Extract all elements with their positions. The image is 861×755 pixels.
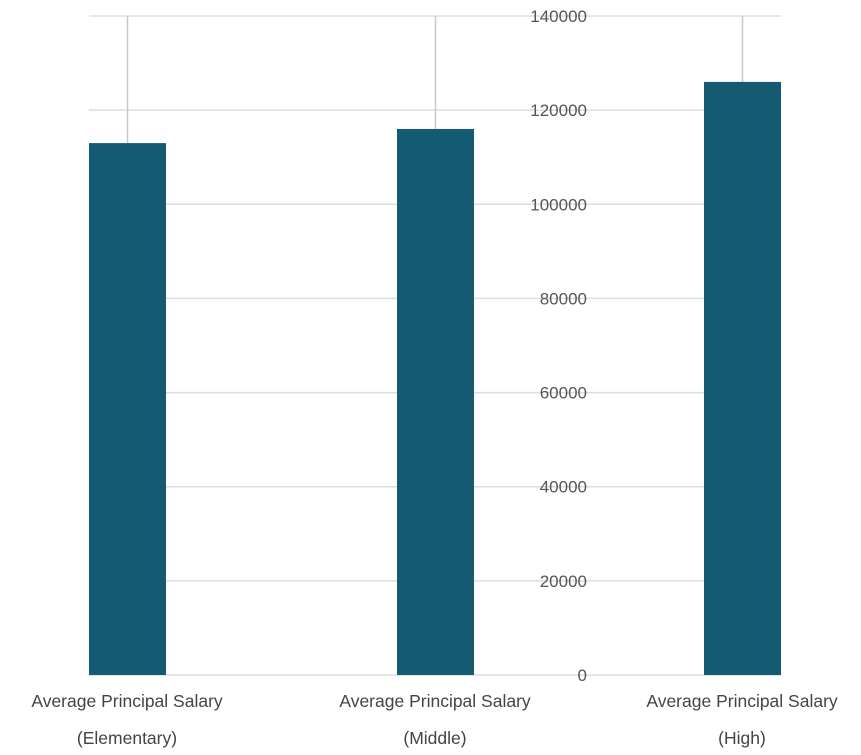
x-category-label: (Elementary) [77, 728, 177, 748]
y-tick-label: 140000 [530, 7, 587, 26]
y-tick-label: 20000 [540, 572, 587, 591]
bar [397, 128, 474, 675]
error-bars [126, 16, 744, 144]
bar [704, 81, 781, 675]
y-tick-label: 120000 [530, 101, 587, 120]
y-tick-label: 80000 [540, 289, 587, 308]
x-category-label: (High) [718, 728, 766, 748]
bars [89, 81, 781, 676]
x-category-label: Average Principal Salary [646, 691, 838, 711]
y-tick-label: 100000 [530, 195, 587, 214]
x-category-label: Average Principal Salary [31, 691, 223, 711]
y-tick-label: 60000 [540, 384, 587, 403]
x-category-label: (Middle) [403, 728, 466, 748]
y-tick-label: 0 [578, 666, 587, 685]
y-axis-ticks: 0 20000 40000 60000 80000 100000 120000 140000 [530, 7, 587, 685]
x-axis-categories: Average Principal Salary (Elementary) Aver… [31, 691, 838, 748]
x-category-label: Average Principal Salary [339, 691, 531, 711]
y-tick-label: 40000 [540, 478, 587, 497]
bar [89, 143, 166, 676]
